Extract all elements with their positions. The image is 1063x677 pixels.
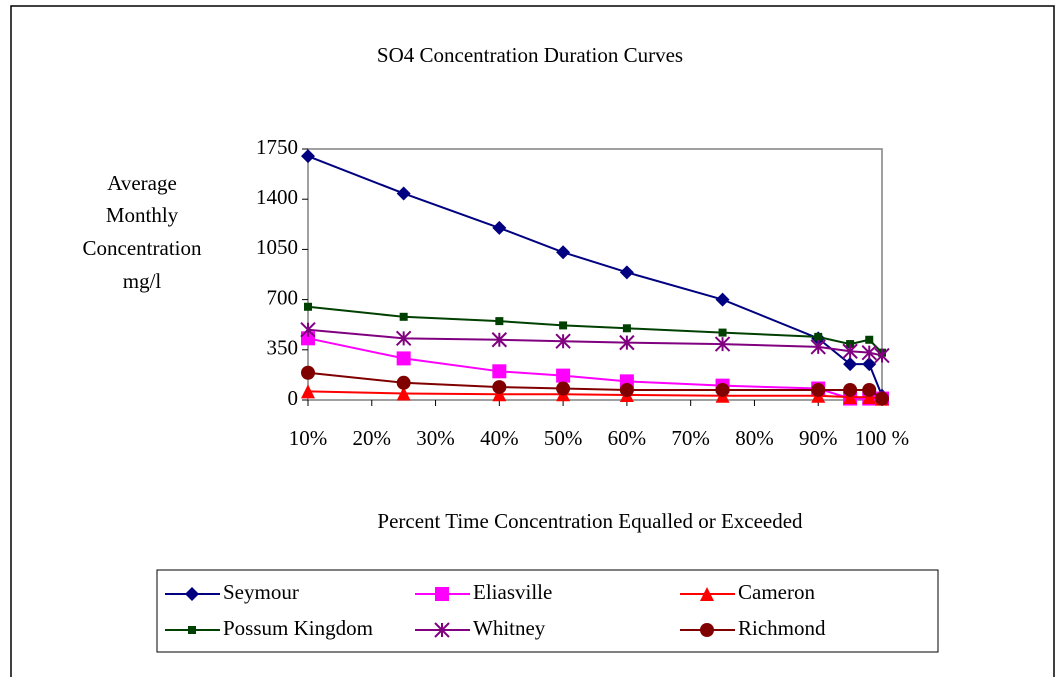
marker <box>843 357 858 372</box>
x-tick-label: 70% <box>671 426 710 450</box>
y-tick-label: 1750 <box>256 135 298 159</box>
y-axis-title: Concentration <box>83 236 202 260</box>
marker <box>556 368 571 383</box>
y-axis-title: Average <box>107 171 177 195</box>
legend-label: Richmond <box>738 616 826 640</box>
legend-label: Seymour <box>223 580 299 604</box>
marker <box>814 332 823 341</box>
marker <box>862 382 877 397</box>
marker <box>492 220 507 235</box>
marker <box>185 587 199 601</box>
marker <box>301 149 315 164</box>
marker <box>556 245 571 260</box>
series-line <box>307 337 882 400</box>
marker <box>555 333 571 349</box>
y-tick-label: 350 <box>267 336 299 360</box>
marker <box>301 331 315 346</box>
marker <box>301 384 315 399</box>
marker <box>862 390 877 405</box>
y-axis-title: mg/l <box>123 269 162 293</box>
marker <box>714 336 731 352</box>
marker <box>434 622 450 638</box>
marker <box>842 343 858 359</box>
marker <box>304 302 312 311</box>
marker <box>718 328 727 337</box>
marker <box>492 380 507 395</box>
series-line <box>307 371 883 400</box>
marker <box>810 339 826 355</box>
chart-title: SO4 Concentration Duration Curves <box>377 43 683 67</box>
x-tick-label: 20% <box>353 426 392 450</box>
series-line <box>307 155 883 397</box>
marker <box>862 357 877 372</box>
marker <box>492 364 507 379</box>
y-tick-label: 700 <box>267 285 299 309</box>
x-tick-label: 10% <box>289 426 328 450</box>
marker <box>396 186 411 201</box>
legend-label: Cameron <box>738 580 815 604</box>
marker <box>396 375 411 390</box>
marker <box>843 382 858 397</box>
x-tick-label: 80% <box>735 426 774 450</box>
marker <box>861 344 877 361</box>
x-tick-label: 100 % <box>855 426 909 450</box>
plot-area <box>307 148 883 401</box>
legend-label: Eliasville <box>473 580 552 604</box>
marker <box>622 324 631 333</box>
marker <box>188 626 196 634</box>
marker <box>435 587 449 601</box>
marker <box>700 587 714 601</box>
marker <box>556 381 571 396</box>
marker <box>301 365 315 380</box>
marker <box>619 382 634 397</box>
x-axis-title: Percent Time Concentration Equalled or E… <box>377 509 803 533</box>
y-tick-label: 0 <box>288 386 299 410</box>
x-tick-label: 90% <box>799 426 838 450</box>
marker <box>491 332 508 348</box>
marker <box>700 623 714 637</box>
series-line <box>307 328 883 357</box>
marker <box>846 340 855 349</box>
legend-label: Whitney <box>473 616 546 640</box>
marker <box>619 334 635 351</box>
marker <box>395 330 412 347</box>
legend-label: Possum Kingdom <box>223 616 373 640</box>
series-line <box>307 390 883 400</box>
marker <box>396 351 411 366</box>
marker <box>619 265 634 280</box>
y-axis-title: Monthly <box>106 203 179 227</box>
x-tick-label: 50% <box>544 426 583 450</box>
legend <box>156 569 939 653</box>
marker <box>843 390 858 405</box>
y-tick-label: 1050 <box>256 235 298 259</box>
marker <box>396 386 411 401</box>
marker <box>875 391 889 406</box>
marker <box>492 387 507 402</box>
marker <box>399 312 408 321</box>
y-tick-label: 1400 <box>256 185 298 209</box>
marker <box>865 335 874 344</box>
marker <box>559 321 568 330</box>
marker <box>715 292 730 307</box>
marker <box>874 347 890 364</box>
marker <box>715 382 730 397</box>
x-tick-label: 60% <box>608 426 647 450</box>
series-line <box>307 305 883 354</box>
marker <box>300 322 316 338</box>
marker <box>495 317 504 326</box>
marker <box>811 382 826 397</box>
x-tick-label: 40% <box>480 426 519 450</box>
x-tick-label: 30% <box>416 426 455 450</box>
